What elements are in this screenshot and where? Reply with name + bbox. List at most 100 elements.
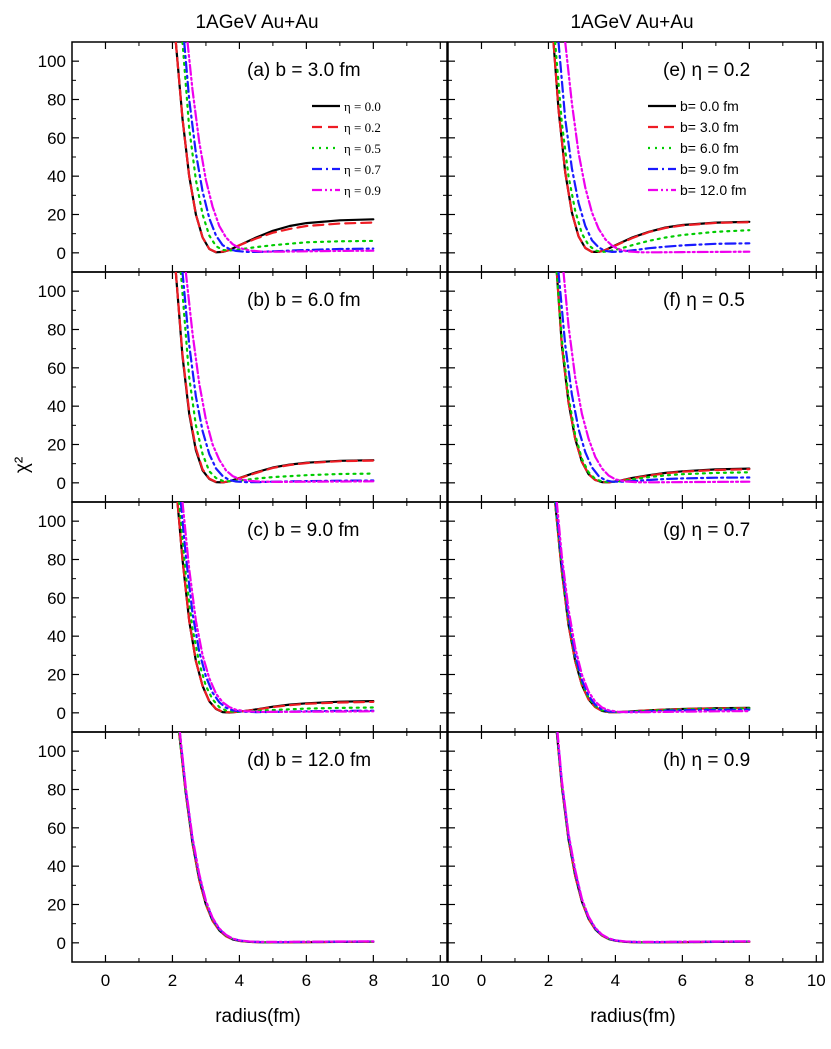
series-group xyxy=(178,732,375,944)
y-tick-label: 100 xyxy=(38,52,66,71)
x-tick-label: 6 xyxy=(678,971,687,990)
legend-entry: η = 0.2 xyxy=(344,120,381,135)
y-tick-label: 100 xyxy=(38,282,66,301)
x-tick-label: 0 xyxy=(477,971,486,990)
y-tick-label: 20 xyxy=(47,206,66,225)
series-line xyxy=(176,502,375,714)
legend-entry: η = 0.9 xyxy=(344,183,381,198)
series-group xyxy=(553,502,751,714)
panel-frame xyxy=(447,731,824,963)
y-tick-label: 80 xyxy=(47,321,66,340)
y-tick-label: 0 xyxy=(57,704,66,723)
legend-entry: b= 6.0 fm xyxy=(680,140,739,156)
series-line xyxy=(564,42,751,254)
panel-frame xyxy=(447,271,824,503)
series-line xyxy=(186,42,375,253)
x-axis-label-right: radius(fm) xyxy=(590,1006,676,1027)
series-line xyxy=(556,732,751,944)
y-tick-label: 80 xyxy=(47,551,66,570)
column-title-left: 1AGeV Au+Au xyxy=(195,12,318,33)
panel-e: (e) η = 0.2 b= 0.0 fm b= 3.0 fm b= 6.0 fm b=… xyxy=(447,41,824,273)
series-line xyxy=(174,272,375,484)
y-tick-label: 20 xyxy=(47,436,66,455)
panel-label: (d) b = 12.0 fm xyxy=(247,750,371,771)
panel-b: 0 20 40 60 80 100 (b) b = 6.0 fm xyxy=(38,271,448,503)
y-tick-label: 20 xyxy=(47,666,66,685)
series-line xyxy=(553,502,751,714)
y-tick-label: 60 xyxy=(47,359,66,378)
legend-entry: b= 3.0 fm xyxy=(680,119,739,135)
y-tick-label: 40 xyxy=(47,627,66,646)
series-group xyxy=(174,42,375,254)
series-line xyxy=(552,42,751,253)
panel-frame xyxy=(447,501,824,733)
series-group xyxy=(555,732,751,944)
y-tick-label: 40 xyxy=(47,397,66,416)
legend-entry: b= 0.0 fm xyxy=(680,98,739,114)
x-tick-label: 2 xyxy=(168,971,177,990)
legend-entry: η = 0.7 xyxy=(344,162,381,177)
series-group xyxy=(552,42,751,254)
panel-h: 0 2 4 6 8 10 (h) η = 0.9 xyxy=(447,731,826,990)
series-line xyxy=(557,42,751,253)
x-tick-label: 8 xyxy=(745,971,754,990)
panel-label: (f) η = 0.5 xyxy=(663,290,745,311)
panel-g: (g) η = 0.7 xyxy=(447,501,824,733)
panel-c: 0 20 40 60 80 100 (c) b = 9.0 fm xyxy=(38,501,448,733)
legend-entry: η = 0.5 xyxy=(344,141,381,156)
x-axis-label-left: radius(fm) xyxy=(215,1006,301,1027)
x-tick-label: 8 xyxy=(369,971,378,990)
panel-label: (c) b = 9.0 fm xyxy=(247,520,359,541)
x-tick-label: 10 xyxy=(807,971,826,990)
series-line xyxy=(562,272,751,484)
y-tick-label: 80 xyxy=(47,91,66,110)
series-line xyxy=(178,502,375,713)
series-group xyxy=(555,272,751,484)
panel-label: (g) η = 0.7 xyxy=(663,520,750,541)
y-tick-label: 100 xyxy=(38,742,66,761)
series-line xyxy=(557,272,751,483)
series-group xyxy=(176,502,375,714)
series-line xyxy=(181,502,375,714)
x-tick-label: 4 xyxy=(235,971,244,990)
series-line xyxy=(178,732,375,944)
y-tick-label: 20 xyxy=(47,896,66,915)
y-tick-label: 60 xyxy=(47,589,66,608)
panel-label: (h) η = 0.9 xyxy=(663,750,750,771)
y-tick-label: 60 xyxy=(47,129,66,148)
series-line xyxy=(183,42,375,253)
column-title-right: 1AGeV Au+Au xyxy=(570,12,693,33)
y-tick-label: 60 xyxy=(47,819,66,838)
series-line xyxy=(555,272,751,484)
series-line xyxy=(555,502,751,714)
y-tick-label: 0 xyxy=(57,474,66,493)
panel-label: (a) b = 3.0 fm xyxy=(247,60,361,81)
x-tick-label: 4 xyxy=(611,971,620,990)
series-line xyxy=(554,502,751,714)
y-axis-label: χ² xyxy=(12,457,33,473)
y-tick-label: 40 xyxy=(47,857,66,876)
x-tick-label: 6 xyxy=(302,971,311,990)
x-tick-label: 2 xyxy=(544,971,553,990)
series-line xyxy=(181,42,375,252)
y-tick-label: 100 xyxy=(38,512,66,531)
panel-a: 0 20 40 60 80 100 (a) b = 3.0 fm η = 0.0 η = 0.2… xyxy=(38,41,448,273)
y-tick-label: 40 xyxy=(47,167,66,186)
y-tick-label: 0 xyxy=(57,244,66,263)
y-tick-label: 0 xyxy=(57,934,66,953)
legend-entry: b= 9.0 fm xyxy=(680,161,739,177)
panel-label: (b) b = 6.0 fm xyxy=(247,290,361,311)
panel-label: (e) η = 0.2 xyxy=(663,60,750,81)
y-tick-label: 80 xyxy=(47,781,66,800)
legend-entry: η = 0.0 xyxy=(344,99,381,114)
legend-entry: b= 12.0 fm xyxy=(680,182,747,198)
x-tick-label: 10 xyxy=(431,971,450,990)
series-group xyxy=(174,272,375,484)
series-line xyxy=(184,272,375,483)
panel-f: (f) η = 0.5 xyxy=(447,271,824,503)
x-tick-label: 0 xyxy=(101,971,110,990)
